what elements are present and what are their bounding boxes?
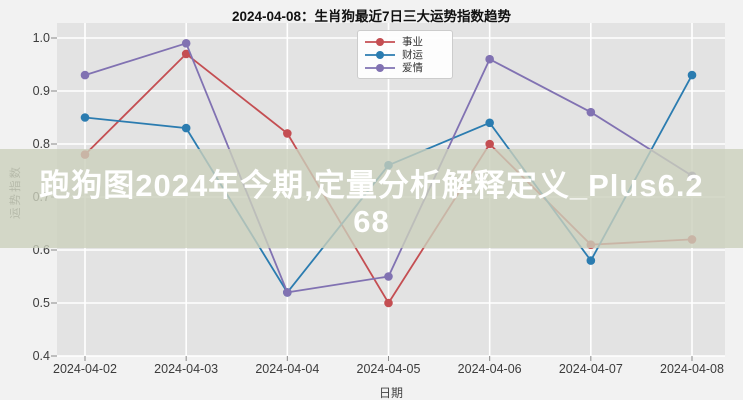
data-point	[586, 256, 596, 265]
legend-item-0: 事业	[365, 35, 445, 48]
x-tick-label: 2024-04-08	[660, 362, 724, 376]
data-point	[80, 70, 90, 80]
legend-item-1: 财运	[365, 48, 445, 61]
chart-title: 2024-04-08：生肖狗最近7日三大运势指数趋势	[231, 9, 512, 24]
x-tick-label: 2024-04-06	[457, 362, 522, 376]
legend-items: 事业 财运 爱情	[365, 35, 445, 74]
legend-item-2: 爱情	[365, 61, 445, 74]
data-point	[181, 39, 191, 48]
data-point	[283, 288, 292, 297]
x-tick-label: 2024-04-02	[53, 362, 117, 376]
y-tick-label: 1.0	[32, 31, 50, 45]
data-point	[586, 107, 596, 117]
y-tick-label: 0.4	[32, 349, 50, 363]
y-tick-label: 0.9	[32, 84, 50, 98]
legend-marker-icon	[365, 50, 395, 59]
data-point	[687, 70, 697, 80]
legend-label: 财运	[402, 49, 423, 61]
y-tick-label: 0.8	[32, 137, 50, 151]
legend-marker-icon	[365, 37, 395, 46]
data-point	[181, 123, 191, 133]
data-point	[384, 272, 393, 281]
data-point	[485, 139, 494, 149]
watermark-band	[0, 149, 743, 248]
legend-label: 事业	[402, 36, 423, 48]
data-point	[485, 118, 494, 128]
data-point	[485, 54, 494, 64]
legend-marker-icon	[365, 63, 395, 72]
x-tick-label: 2024-04-04	[255, 362, 320, 376]
data-point	[80, 113, 90, 122]
legend-label: 爱情	[402, 62, 423, 74]
x-tick-label: 2024-04-07	[558, 362, 623, 376]
legend: 事业 财运 爱情	[357, 30, 453, 79]
data-point	[283, 129, 292, 138]
x-tick-label: 2024-04-03	[154, 362, 219, 376]
x-tick-label: 2024-04-05	[356, 362, 421, 376]
data-point	[384, 298, 393, 308]
data-point	[181, 49, 191, 59]
x-axis-label: 日期	[378, 386, 404, 400]
y-tick-label: 0.5	[32, 296, 50, 310]
